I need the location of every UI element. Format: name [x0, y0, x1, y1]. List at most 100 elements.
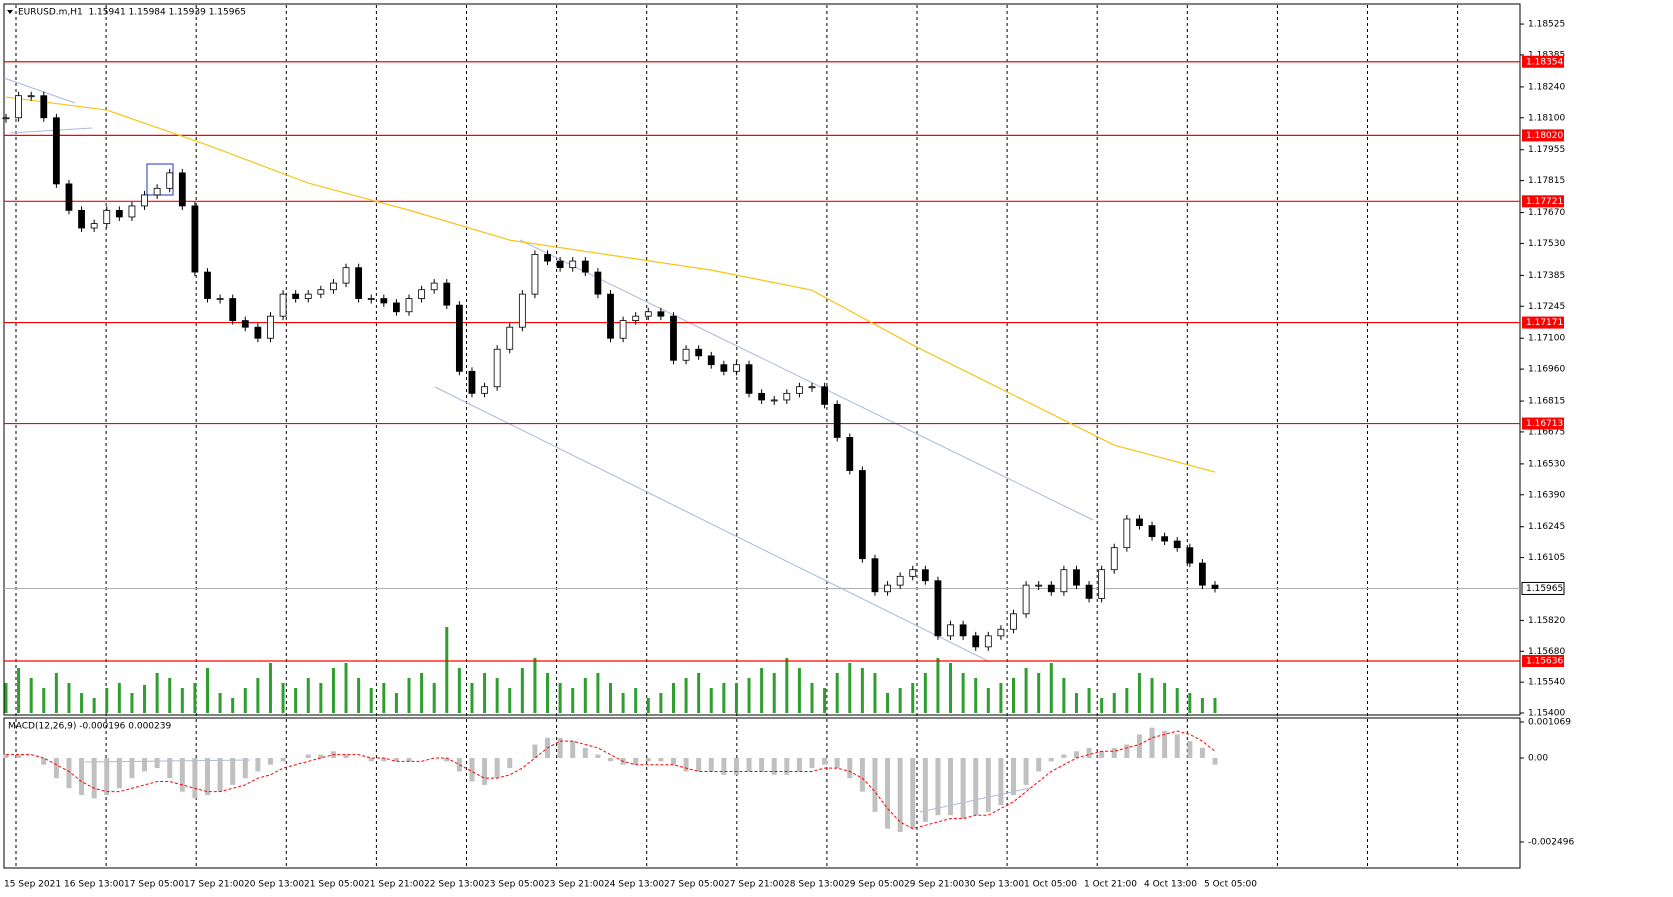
macd-bar [53, 757, 59, 779]
candle [493, 348, 501, 388]
macd-bar [41, 757, 47, 765]
volume-bar [621, 693, 625, 713]
x-tick-label: 5 Oct 05:00 [1204, 880, 1257, 890]
volume-bar [1125, 688, 1129, 713]
volume-bar [634, 688, 638, 713]
volume-bar [54, 673, 58, 713]
candle [947, 624, 954, 637]
macd-bar [1036, 757, 1042, 772]
volume-bar [1175, 688, 1179, 713]
candle [657, 311, 665, 317]
y-tick-label: 1.17385 [1528, 271, 1565, 281]
macd-bar [1099, 751, 1105, 758]
volume-bar [445, 627, 449, 713]
volume-bar [873, 673, 877, 713]
candle [670, 315, 677, 361]
macd-bar [1048, 757, 1054, 762]
y-tick-label: 1.17245 [1528, 302, 1565, 312]
volume-bar [898, 688, 902, 713]
candle [191, 205, 199, 273]
level-label: 1.16713 [1526, 419, 1563, 429]
level-label: 1.15636 [1526, 656, 1563, 666]
y-tick-label: 1.15400 [1528, 709, 1565, 719]
macd-bar [469, 757, 475, 782]
level-label: 1.18354 [1526, 57, 1563, 67]
macd-bar [1124, 744, 1130, 758]
candle [27, 95, 35, 98]
candle [178, 172, 186, 207]
volume-bar [1163, 683, 1167, 713]
candle [418, 289, 425, 299]
level-label-box [1522, 417, 1564, 430]
x-tick-label: 27 Sep 05:00 [664, 880, 724, 890]
macd-panel [3, 717, 1521, 869]
volume-bar [546, 673, 550, 713]
macd-bar [1149, 727, 1155, 758]
macd-bar [557, 737, 563, 758]
x-tick-label: 16 Sep 13:00 [64, 880, 124, 890]
candle [896, 575, 904, 586]
volume-bar [130, 693, 134, 713]
macd-signal [6, 730, 1216, 830]
volume-bar [4, 683, 8, 713]
macd-bar [381, 757, 387, 762]
volume-bar [243, 688, 247, 713]
volume-bar [583, 678, 587, 713]
macd-bar [1011, 757, 1016, 796]
y-tick-label: 1.18240 [1528, 82, 1565, 92]
macd-bar [1162, 731, 1168, 758]
x-tick-label: 24 Sep 13:00 [604, 880, 664, 890]
candle [1136, 518, 1143, 527]
channel-line [519, 239, 1094, 521]
macd-bar [142, 757, 148, 772]
main-panel [3, 3, 1521, 716]
macd-bar [796, 757, 802, 772]
y-tick-label: 1.17530 [1528, 239, 1565, 249]
candle [1085, 584, 1093, 599]
macd-bar [935, 757, 941, 816]
candle [959, 624, 967, 637]
volume-bar [1062, 678, 1066, 713]
macd-bar [910, 757, 916, 829]
macd-bar [494, 757, 500, 779]
volume-bar [886, 693, 890, 713]
macd-bar [733, 757, 739, 775]
x-tick-label: 29 Sep 21:00 [904, 880, 964, 890]
volume-bar [986, 688, 990, 713]
macd-bar [809, 757, 815, 769]
candle [65, 183, 73, 211]
candle [997, 628, 1005, 637]
candle [443, 282, 451, 306]
candle [720, 364, 728, 372]
macd-bar [91, 757, 97, 799]
volume-bar [571, 688, 575, 713]
candle [204, 271, 211, 299]
macd-bar [595, 754, 601, 758]
x-tick-label: 17 Sep 05:00 [124, 880, 184, 890]
current-price-box [1521, 581, 1565, 595]
volume-bar [772, 673, 776, 713]
macd-bar [885, 757, 891, 829]
candle [770, 399, 778, 402]
level-label: 1.17171 [1526, 318, 1563, 328]
macd-bar [721, 757, 727, 775]
macd-bar [406, 757, 412, 762]
candle [871, 558, 879, 593]
volume-bar [760, 668, 764, 713]
macd-bar [482, 757, 488, 785]
volume-bar [155, 673, 159, 713]
macd-bar [973, 757, 979, 816]
candle [569, 260, 577, 269]
volume-bar [206, 668, 209, 713]
y-tick-label: 1.16675 [1528, 427, 1565, 437]
candle [783, 392, 791, 401]
volume-bar [1150, 678, 1154, 713]
volume-bar [357, 678, 361, 713]
macd-bar [16, 754, 22, 758]
candle [506, 326, 514, 350]
level-label-box [1522, 654, 1564, 667]
candle [1211, 584, 1219, 589]
volume-bar [835, 673, 839, 713]
macd-bar [998, 757, 1004, 806]
macd-bar [922, 757, 928, 822]
